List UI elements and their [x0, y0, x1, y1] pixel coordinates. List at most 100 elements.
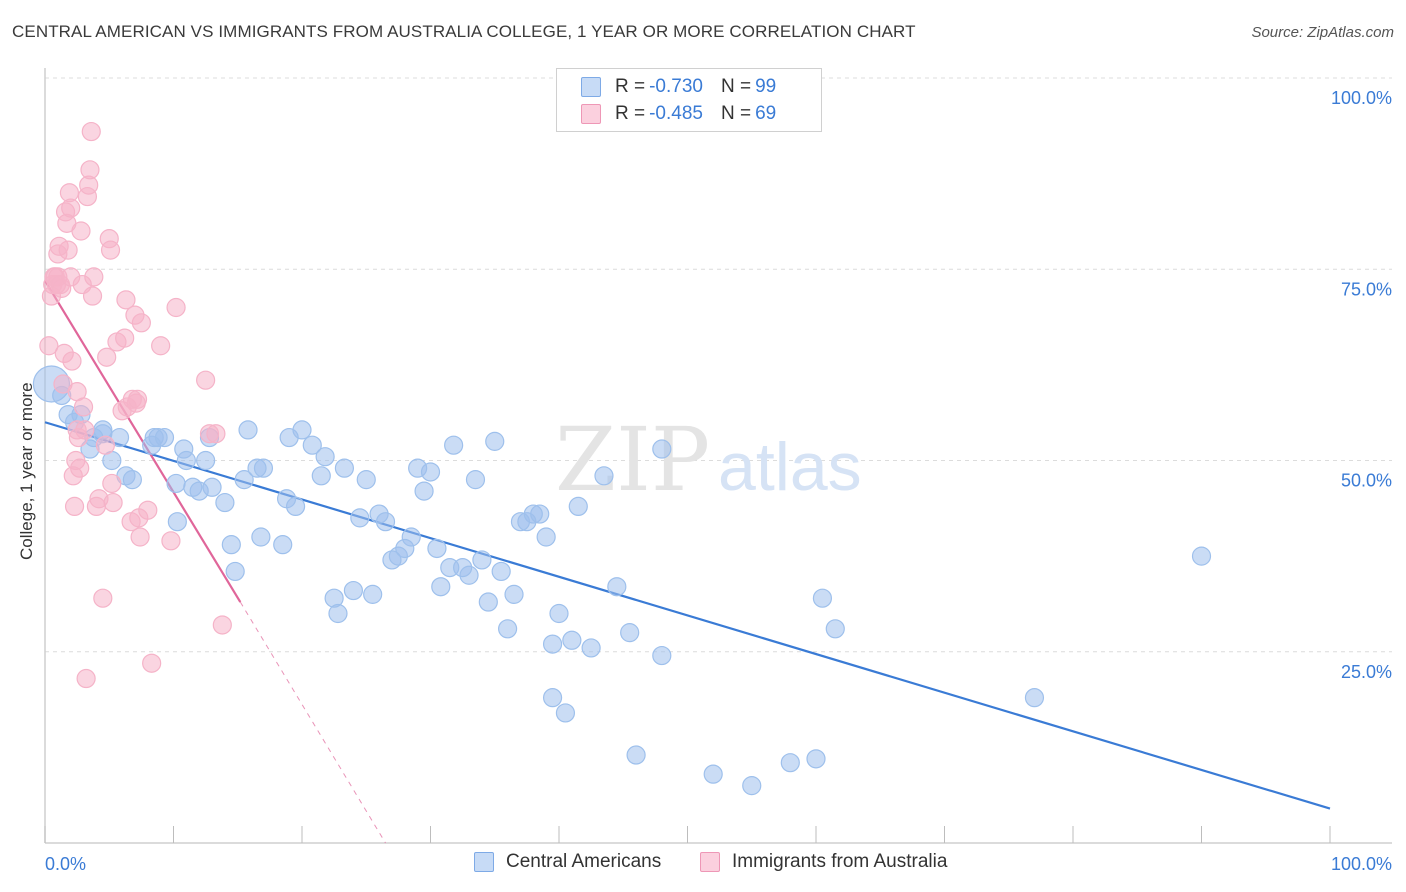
- bottom-legend-swatch: [474, 852, 494, 872]
- point-central-americans: [167, 512, 187, 532]
- point-central-americans: [465, 470, 486, 490]
- point-immigrants-australia: [102, 473, 122, 494]
- point-central-americans: [292, 420, 312, 440]
- legend-n-value: 69: [755, 103, 777, 124]
- point-immigrants-australia: [116, 290, 136, 310]
- point-central-americans: [215, 492, 235, 513]
- point-central-americans: [485, 431, 505, 451]
- x-tick-label: 0.0%: [45, 854, 86, 874]
- legend-n-label: N =: [720, 76, 752, 97]
- point-central-americans: [504, 584, 524, 604]
- point-immigrants-australia: [58, 240, 78, 260]
- point-immigrants-australia: [103, 492, 123, 513]
- x-tick-label: 100.0%: [1331, 854, 1392, 874]
- bottom-legend-immigrants-australia: Immigrants from Australia: [700, 851, 947, 873]
- point-immigrants-australia: [61, 198, 81, 218]
- point-immigrants-australia: [151, 336, 171, 356]
- point-central-americans: [328, 603, 348, 624]
- point-immigrants-australia: [166, 297, 186, 318]
- legend-row-immigrants-australia: R = -0.485 N = 69: [581, 101, 776, 127]
- watermark: ZIP atlas: [555, 408, 862, 511]
- point-immigrants-australia: [84, 267, 104, 287]
- point-central-americans: [742, 776, 762, 796]
- point-central-americans: [234, 470, 254, 490]
- y-tick-label: 75.0%: [1341, 279, 1392, 299]
- point-central-americans: [444, 435, 464, 455]
- point-immigrants-australia: [212, 615, 232, 635]
- point-central-americans: [375, 512, 396, 532]
- point-central-americans: [472, 550, 492, 570]
- point-central-americans: [620, 623, 640, 643]
- point-central-americans: [459, 565, 479, 585]
- point-central-americans: [302, 435, 322, 455]
- point-central-americans: [251, 527, 271, 547]
- legend-r-label: R =: [615, 76, 646, 97]
- point-central-americans: [238, 420, 258, 440]
- point-central-americans: [536, 527, 556, 547]
- point-immigrants-australia: [39, 336, 59, 356]
- point-central-americans: [498, 619, 518, 639]
- point-central-americans: [542, 688, 563, 708]
- source-credit: Source: ZipAtlas.com: [1251, 24, 1394, 41]
- point-immigrants-australia: [161, 531, 181, 551]
- point-immigrants-australia: [64, 496, 85, 516]
- point-central-americans: [491, 561, 511, 582]
- point-central-americans: [542, 634, 563, 654]
- point-central-americans: [530, 504, 550, 524]
- point-immigrants-australia: [115, 328, 135, 348]
- point-central-americans: [334, 458, 355, 478]
- bottom-legend-swatch: [700, 852, 720, 872]
- legend-n-value: 99: [755, 76, 777, 97]
- point-immigrants-australia: [71, 221, 91, 241]
- axis-layer: 25.0% 50.0% 75.0% 100.0% 0.0% 100.0%: [44, 68, 1392, 874]
- point-central-americans: [626, 745, 646, 765]
- point-immigrants-australia: [93, 588, 113, 608]
- point-immigrants-australia: [206, 424, 226, 444]
- point-central-americans: [154, 427, 175, 448]
- point-central-americans: [594, 466, 614, 486]
- point-central-americans: [166, 473, 186, 494]
- legend-r-value: -0.485: [649, 103, 703, 124]
- point-immigrants-australia: [97, 347, 117, 367]
- point-central-americans: [652, 645, 672, 666]
- chart-title: CENTRAL AMERICAN VS IMMIGRANTS FROM AUST…: [12, 22, 916, 41]
- point-central-americans: [343, 580, 363, 601]
- point-immigrants-australia: [196, 370, 216, 390]
- bottom-legend-label: Central Americans: [506, 851, 662, 872]
- point-immigrants-australia: [80, 160, 100, 180]
- point-central-americans: [363, 584, 383, 604]
- point-central-americans: [315, 447, 335, 467]
- point-central-americans: [273, 535, 293, 555]
- point-immigrants-australia: [95, 435, 115, 455]
- watermark-zip: ZIP: [555, 408, 710, 511]
- trendline-immigrants-australia: [44, 280, 242, 603]
- point-central-americans: [703, 764, 723, 784]
- point-central-americans: [356, 470, 376, 490]
- points-layer: [32, 121, 1212, 796]
- point-immigrants-australia: [81, 121, 101, 142]
- bottom-legend-label: Immigrants from Australia: [732, 851, 948, 872]
- point-central-americans: [568, 496, 588, 516]
- point-central-americans: [581, 638, 601, 658]
- point-central-americans: [221, 535, 241, 555]
- point-central-americans: [427, 538, 447, 559]
- trendline-immigrants-australia-extension: [239, 601, 386, 844]
- point-central-americans: [607, 577, 627, 597]
- legend-n-label: N =: [720, 103, 752, 124]
- point-immigrants-australia: [76, 668, 96, 689]
- point-immigrants-australia: [138, 500, 158, 520]
- point-central-americans: [806, 749, 826, 769]
- y-tick-label: 100.0%: [1331, 88, 1392, 108]
- point-immigrants-australia: [62, 351, 82, 371]
- bottom-legend-central-americans: Central Americans: [474, 851, 661, 873]
- legend-swatch-immigrants-australia: [581, 104, 601, 124]
- trendline-central-americans: [44, 421, 1331, 810]
- legend-swatch-central-americans: [581, 77, 601, 97]
- point-central-americans: [555, 703, 576, 723]
- point-immigrants-australia: [73, 397, 94, 417]
- point-central-americans: [1191, 546, 1212, 566]
- point-central-americans: [478, 592, 498, 612]
- point-central-americans: [253, 458, 274, 478]
- grid-layer: [45, 77, 1392, 653]
- point-central-americans: [196, 450, 216, 471]
